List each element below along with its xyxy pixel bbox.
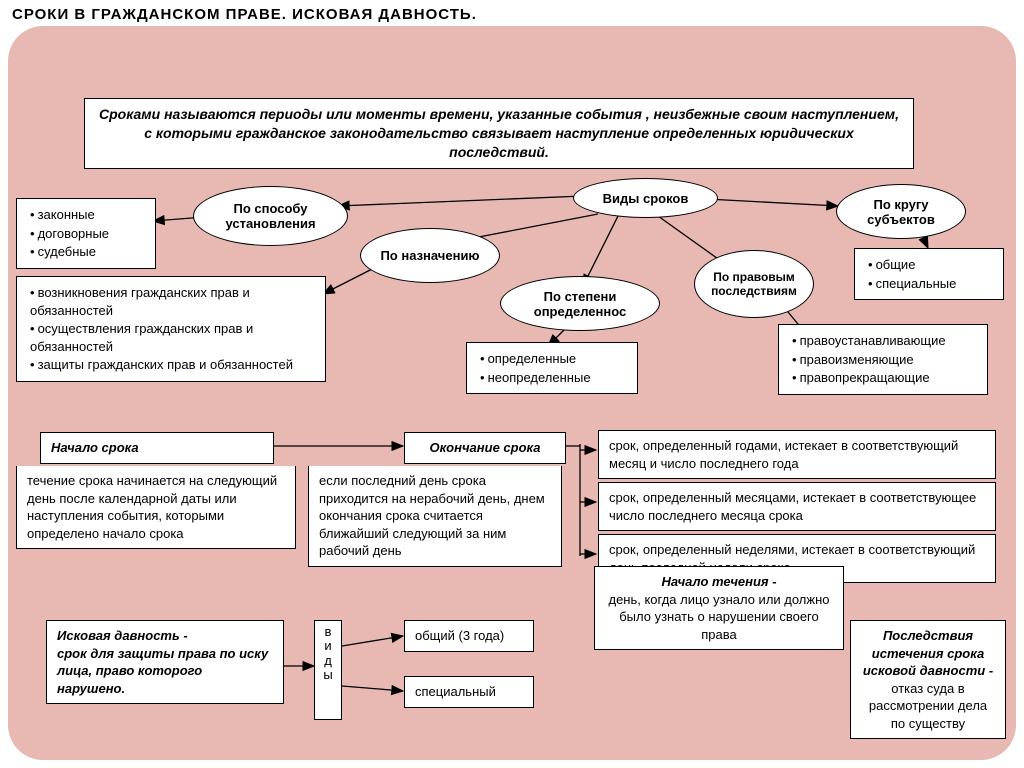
nachalo-techeniya-head: Начало течения -: [661, 574, 776, 589]
list-posledstviya: правоустанавливающиеправоизменяющиеправо…: [778, 324, 988, 395]
list-naznachenie: возникновения гражданских прав и обязанн…: [16, 276, 326, 382]
list-opredelennost: определенныенеопределенные: [466, 342, 638, 394]
okonchanie-sroka-body: если последний день срока приходится на …: [308, 466, 562, 567]
list-item: договорные: [30, 225, 145, 243]
vidy-specialnyy: специальный: [404, 676, 534, 708]
list-item: возникновения гражданских прав и обязанн…: [30, 284, 315, 319]
posledstviya-istecheniya: Последствия истечения срока исковой давн…: [850, 620, 1006, 739]
list-item: специальные: [868, 275, 993, 293]
definition-box: Сроками называются периоды или моменты в…: [84, 98, 914, 169]
nachalo-sroka-body: течение срока начинается на следующий де…: [16, 466, 296, 549]
srok-god: срок, определенный годами, истекает в со…: [598, 430, 996, 479]
ellipse-opredelennost: По степени определеннос: [500, 276, 660, 331]
vidy-obshchiy: общий (3 года): [404, 620, 534, 652]
list-item: законные: [30, 206, 145, 224]
vidy-label: виды: [314, 620, 342, 720]
list-item: правоустанавливающие: [792, 332, 977, 350]
okonchanie-sroka-header: Окончание срока: [404, 432, 566, 464]
iskovaya-davnost: Исковая давность - срок для защиты права…: [46, 620, 284, 704]
ellipse-naznachenie: По назначению: [360, 228, 500, 283]
nachalo-techeniya-body: день, когда лицо узнало или должно было …: [608, 592, 829, 642]
list-sposob: законныедоговорныесудебные: [16, 198, 156, 269]
ellipse-vidy-srokov: Виды сроков: [573, 178, 718, 218]
srok-mesyac: срок, определенный месяцами, истекает в …: [598, 482, 996, 531]
ellipse-krug-subektov: По кругу субъектов: [836, 184, 966, 239]
list-krug-subektov: общиеспециальные: [854, 248, 1004, 300]
list-item: общие: [868, 256, 993, 274]
ellipse-sposob-ustanovleniya: По способу установления: [193, 186, 348, 246]
nachalo-sroka-header: Начало срока: [40, 432, 274, 464]
list-item: правопрекращающие: [792, 369, 977, 387]
diagram-canvas: Сроками называются периоды или моменты в…: [8, 26, 1016, 760]
list-item: правоизменяющие: [792, 351, 977, 369]
nachalo-techeniya: Начало течения - день, когда лицо узнало…: [594, 566, 844, 650]
iskovaya-head: Исковая давность -: [57, 628, 188, 643]
ellipse-posledstviya: По правовым последствиям: [694, 250, 814, 318]
list-item: неопределенные: [480, 369, 627, 387]
list-item: осуществления гражданских прав и обязанн…: [30, 320, 315, 355]
page-title: СРОКИ В ГРАЖДАНСКОМ ПРАВЕ. ИСКОВАЯ ДАВНО…: [12, 6, 477, 23]
posl-head: Последствия истечения срока исковой давн…: [863, 628, 993, 678]
posl-body: отказ суда в рассмотрении дела по сущест…: [869, 681, 987, 731]
iskovaya-body: срок для защиты права по иску лица, прав…: [57, 646, 268, 696]
list-item: защиты гражданских прав и обязанностей: [30, 356, 315, 374]
list-item: судебные: [30, 243, 145, 261]
list-item: определенные: [480, 350, 627, 368]
